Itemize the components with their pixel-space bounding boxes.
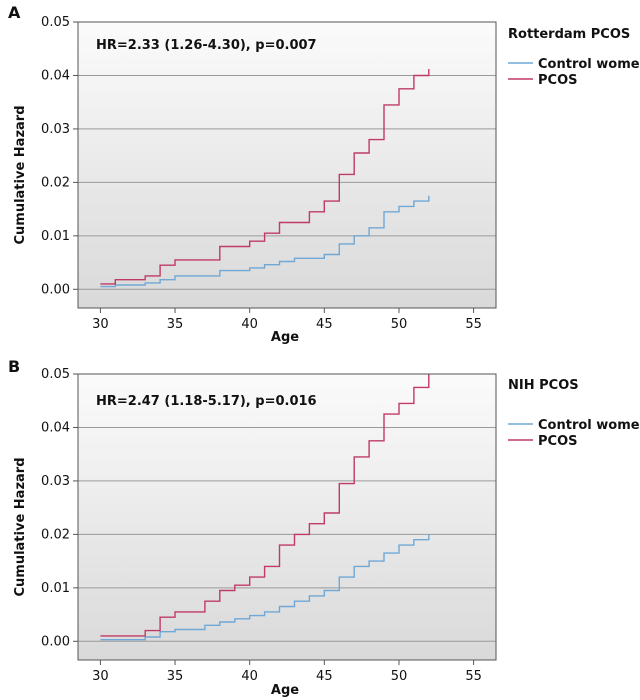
panel-a-legend-label-pcos: PCOS (538, 73, 577, 88)
panel-a-plot-frame (77, 21, 497, 309)
panel-b-legend-label-control: Control women (538, 418, 640, 433)
panel-b-y-tick-label: 0.04 (41, 420, 70, 435)
panel-a-series-control-line (100, 195, 430, 288)
panel-b-series-control-line (100, 534, 430, 641)
panel-b-y-axis-label: Cumulative Hazard (13, 457, 28, 596)
panel-b-y-tick-label: 0.00 (41, 634, 70, 649)
panel-a-x-axis-label: Age (271, 330, 299, 345)
panel-b: B NIH PCOS Cumulative Hazard Age 0.000.0… (8, 357, 640, 698)
panel-a-y-tick-label: 0.00 (41, 282, 70, 297)
panel-letter-a: A (8, 3, 21, 22)
panel-a-x-tick-label: 45 (316, 317, 333, 332)
panel-a-x-tick-label: 55 (465, 317, 482, 332)
panel-a-plot: 0.00 0.01 0.02 0.03 0.04 0.05 30 35 40 45 50 55 HR… (41, 15, 497, 332)
panel-b-series-pcos-line (100, 374, 430, 637)
panel-b-x-ticks: 30 35 40 45 50 55 (92, 660, 482, 684)
panel-a-series (100, 69, 430, 288)
panel-b-plot-background (78, 374, 496, 660)
panel-a-x-ticks: 30 35 40 45 50 55 (92, 308, 482, 332)
panel-b-x-tick-label: 30 (92, 669, 109, 684)
panel-b-x-tick-label: 45 (316, 669, 333, 684)
panel-a-subtitle: Rotterdam PCOS (508, 27, 630, 42)
panel-letter-b: B (8, 357, 20, 376)
panel-b-x-tick-label: 35 (167, 669, 184, 684)
panel-a-x-tick-label: 30 (92, 317, 109, 332)
panel-a-hazard-ratio-annotation: HR=2.33 (1.26-4.30), p=0.007 (96, 38, 317, 53)
panel-a-series-pcos-line (100, 69, 430, 285)
panel-a-gridlines (78, 74, 496, 290)
panel-b-plot: 0.00 0.01 0.02 0.03 0.04 0.05 30 35 40 45 50 55 HR… (41, 367, 497, 684)
panel-a-y-tick-label: 0.05 (41, 15, 70, 30)
panel-b-plot-frame (77, 373, 497, 661)
panel-b-hazard-ratio-annotation: HR=2.47 (1.18-5.17), p=0.016 (96, 394, 317, 409)
panel-b-y-tick-label: 0.02 (41, 527, 70, 542)
panel-a-y-tick-label: 0.01 (41, 229, 70, 244)
panel-a-legend: Control women PCOS (508, 57, 640, 88)
panel-b-y-tick-label: 0.05 (41, 367, 70, 382)
panel-a-x-tick-label: 35 (167, 317, 184, 332)
panel-b-series (100, 374, 430, 641)
panel-b-legend: Control women PCOS (508, 418, 640, 449)
panel-b-x-tick-label: 40 (241, 669, 258, 684)
panel-b-gridlines (78, 426, 496, 642)
panel-b-x-axis-label: Age (271, 683, 299, 698)
panel-b-y-tick-label: 0.01 (41, 581, 70, 596)
panel-a-legend-label-control: Control women (538, 57, 640, 72)
panel-b-x-tick-label: 55 (465, 669, 482, 684)
panel-a-y-axis-label: Cumulative Hazard (13, 105, 28, 244)
panel-b-x-tick-label: 50 (391, 669, 408, 684)
panel-a-plot-background (78, 22, 496, 308)
panel-a-x-tick-label: 40 (241, 317, 258, 332)
panel-b-y-ticks: 0.00 0.01 0.02 0.03 0.04 0.05 (41, 367, 78, 649)
panel-b-y-tick-label: 0.03 (41, 474, 70, 489)
panel-a-y-tick-label: 0.03 (41, 122, 70, 137)
panel-a: A Rotterdam PCOS Cumulative Hazard Age 0… (8, 3, 640, 345)
panel-b-subtitle: NIH PCOS (508, 378, 579, 393)
panel-a-y-ticks: 0.00 0.01 0.02 0.03 0.04 0.05 (41, 15, 78, 297)
panel-a-y-tick-label: 0.04 (41, 68, 70, 83)
panel-a-x-tick-label: 50 (391, 317, 408, 332)
panel-a-y-tick-label: 0.02 (41, 175, 70, 190)
panel-b-legend-label-pcos: PCOS (538, 434, 577, 449)
